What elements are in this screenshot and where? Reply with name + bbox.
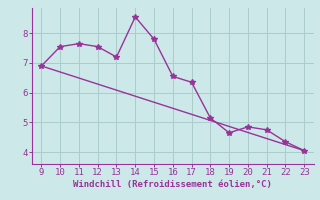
X-axis label: Windchill (Refroidissement éolien,°C): Windchill (Refroidissement éolien,°C) [73, 180, 272, 189]
